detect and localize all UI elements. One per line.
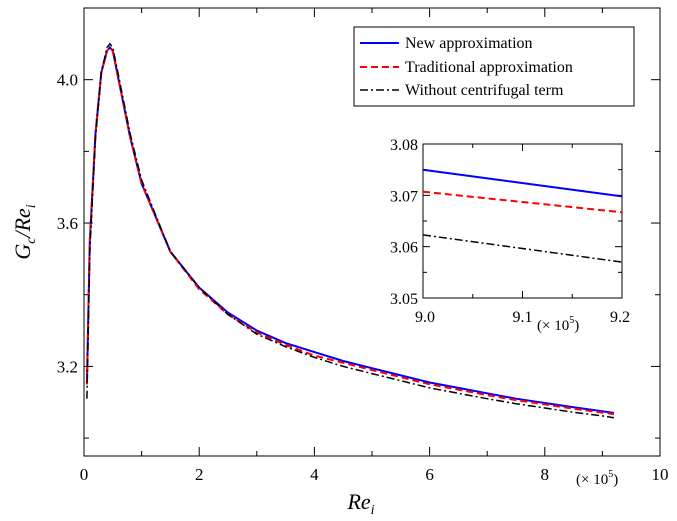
x-axis-title: Rei: [346, 489, 374, 518]
x-tick-label: 2: [195, 465, 204, 484]
y-axis-title: Gc/Rei: [10, 204, 39, 259]
y-tick-label: 3.2: [57, 357, 78, 376]
inset-x-tick-label: 9.0: [415, 309, 435, 326]
x-tick-label: 4: [310, 465, 319, 484]
x-tick-label: 0: [80, 465, 89, 484]
x-tick-label: 6: [425, 465, 434, 484]
x-tick-label: 8: [541, 465, 550, 484]
x-tick-label: 10: [652, 465, 669, 484]
inset-y-tick-label: 3.07: [390, 188, 418, 205]
inset-y-tick-label: 3.06: [390, 240, 418, 257]
legend: New approximation Traditional approximat…: [354, 27, 634, 106]
y-tick-label: 4.0: [57, 71, 78, 90]
inset-x-multiplier-label: (× 105): [537, 315, 579, 334]
inset-y-tick-label: 3.05: [390, 291, 418, 308]
legend-label-without: Without centrifugal term: [405, 82, 564, 99]
legend-label-new: New approximation: [405, 35, 533, 52]
inset-x-tick-label: 9.2: [610, 309, 630, 326]
x-multiplier-label: (× 105): [576, 469, 618, 488]
inset-plot: 9.0 9.1 9.2 3.05 3.06 3.07 3.08 (× 105): [390, 137, 630, 334]
inset-frame: [423, 144, 622, 298]
y-tick-label: 3.6: [57, 214, 78, 233]
inset-y-tick-label: 3.08: [390, 137, 418, 154]
inset-x-tick-label: 9.1: [513, 309, 533, 326]
legend-label-traditional: Traditional approximation: [405, 59, 573, 76]
